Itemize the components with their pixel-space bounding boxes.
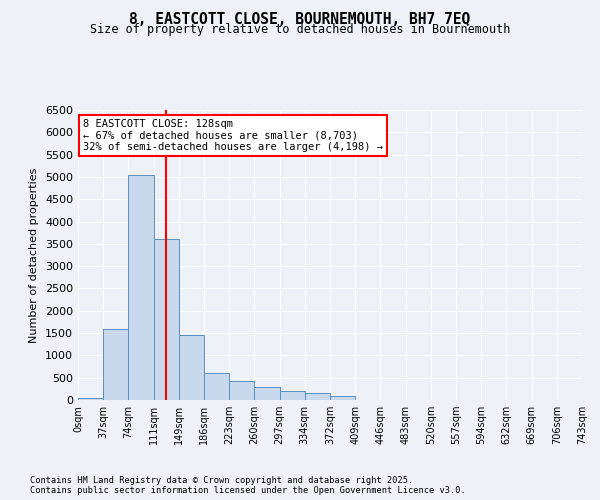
Bar xyxy=(154,240,179,400)
Bar xyxy=(280,391,305,400)
Bar xyxy=(229,381,254,400)
Text: 8, EASTCOTT CLOSE, BOURNEMOUTH, BH7 7EQ: 8, EASTCOTT CLOSE, BOURNEMOUTH, BH7 7EQ xyxy=(130,12,470,28)
Text: 8 EASTCOTT CLOSE: 128sqm
← 67% of detached houses are smaller (8,703)
32% of sem: 8 EASTCOTT CLOSE: 128sqm ← 67% of detach… xyxy=(83,118,383,152)
Bar xyxy=(254,386,280,400)
Bar xyxy=(78,398,103,400)
Bar xyxy=(204,373,229,400)
Text: Contains HM Land Registry data © Crown copyright and database right 2025.
Contai: Contains HM Land Registry data © Crown c… xyxy=(30,476,466,495)
Bar xyxy=(103,328,128,400)
Bar xyxy=(330,396,355,400)
Bar xyxy=(128,174,154,400)
Y-axis label: Number of detached properties: Number of detached properties xyxy=(29,168,40,342)
Bar xyxy=(305,393,330,400)
Bar xyxy=(179,336,204,400)
Text: Size of property relative to detached houses in Bournemouth: Size of property relative to detached ho… xyxy=(90,24,510,36)
